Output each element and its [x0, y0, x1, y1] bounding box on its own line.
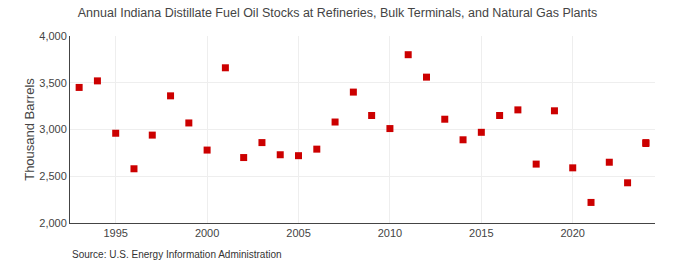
svg-text:2,500: 2,500 — [39, 170, 67, 182]
svg-text:2015: 2015 — [469, 227, 493, 239]
svg-text:Thousand Barrels: Thousand Barrels — [22, 78, 37, 181]
svg-text:2010: 2010 — [378, 227, 402, 239]
svg-text:Annual Indiana Distillate Fuel: Annual Indiana Distillate Fuel Oil Stock… — [78, 6, 597, 20]
svg-text:2,000: 2,000 — [39, 217, 67, 229]
svg-text:3,000: 3,000 — [39, 123, 67, 135]
svg-text:2000: 2000 — [195, 227, 219, 239]
svg-text:1995: 1995 — [103, 227, 127, 239]
svg-text:4,000: 4,000 — [39, 30, 67, 42]
svg-text:3,500: 3,500 — [39, 77, 67, 89]
svg-text:2005: 2005 — [286, 227, 310, 239]
svg-text:2020: 2020 — [560, 227, 584, 239]
svg-text:Source: U.S. Energy Informatio: Source: U.S. Energy Information Administ… — [72, 249, 282, 260]
